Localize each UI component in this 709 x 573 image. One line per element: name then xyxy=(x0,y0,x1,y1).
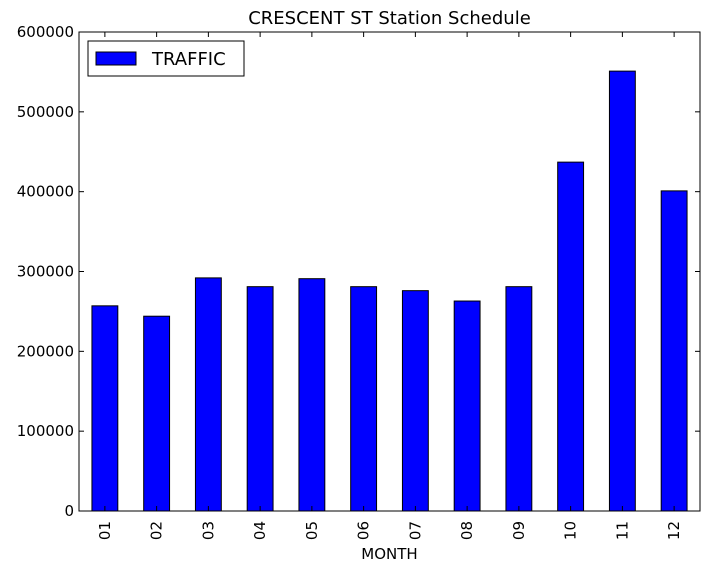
y-tick-label: 300000 xyxy=(17,263,74,281)
chart-title: CRESCENT ST Station Schedule xyxy=(248,8,531,29)
x-tick-label: 04 xyxy=(251,521,269,540)
y-tick-label: 0 xyxy=(64,502,74,520)
legend-label-traffic: TRAFFIC xyxy=(151,49,226,70)
x-tick-label: 03 xyxy=(199,521,217,540)
bar-month-09 xyxy=(505,286,533,512)
legend-swatch-traffic xyxy=(95,51,137,66)
bar-month-12 xyxy=(660,190,688,512)
y-axis-ticks: 0 100000 200000 300000 400000 500000 600000 xyxy=(17,23,700,520)
x-tick-label: 01 xyxy=(96,521,114,540)
plot-area-frame xyxy=(78,31,701,512)
bar-month-05 xyxy=(298,278,326,512)
y-tick-label: 600000 xyxy=(17,23,74,41)
bar-month-01 xyxy=(91,305,119,512)
bar-month-10 xyxy=(557,161,585,512)
bar-month-02 xyxy=(143,315,171,512)
x-tick-label: 07 xyxy=(406,521,424,540)
bar-month-06 xyxy=(350,286,378,512)
x-axis-label: MONTH xyxy=(361,545,417,563)
y-tick-label: 200000 xyxy=(17,342,74,360)
bar-month-11 xyxy=(608,70,636,512)
bar-month-08 xyxy=(453,300,481,512)
legend-box xyxy=(87,40,245,77)
x-tick-label: 08 xyxy=(458,521,476,540)
y-tick-label: 100000 xyxy=(17,422,74,440)
x-tick-label: 10 xyxy=(562,521,580,540)
y-tick-label: 500000 xyxy=(17,103,74,121)
legend: TRAFFIC xyxy=(87,40,245,77)
x-tick-label: 06 xyxy=(355,521,373,540)
bar-month-04 xyxy=(246,286,274,512)
y-tick-label: 400000 xyxy=(17,183,74,201)
bar-month-07 xyxy=(401,290,429,512)
x-tick-label: 09 xyxy=(510,521,528,540)
x-tick-label: 12 xyxy=(665,521,683,540)
x-axis-ticks: 01 02 03 04 05 06 07 08 09 10 11 12 xyxy=(96,32,683,540)
x-tick-label: 05 xyxy=(303,521,321,540)
x-tick-label: 02 xyxy=(148,521,166,540)
bar-month-03 xyxy=(194,277,222,512)
bars-group xyxy=(91,70,688,512)
x-tick-label: 11 xyxy=(613,521,631,540)
